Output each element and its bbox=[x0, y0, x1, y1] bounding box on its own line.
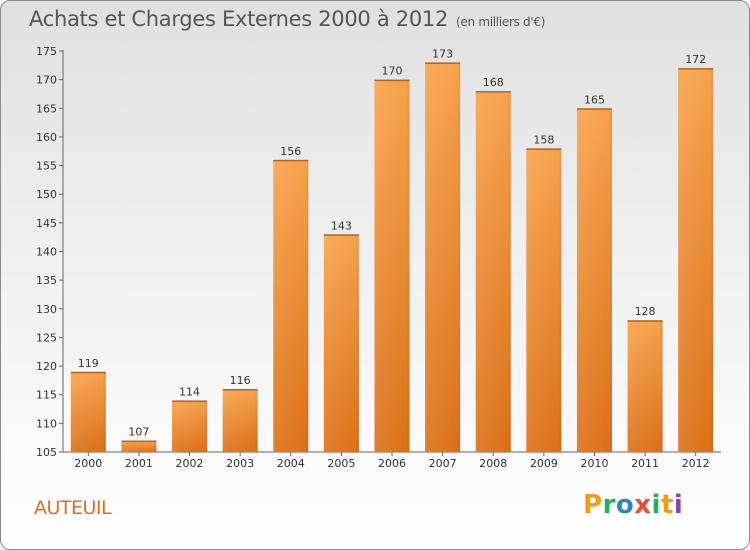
bar-top-edge bbox=[425, 62, 461, 64]
bar-top-edge bbox=[121, 440, 157, 443]
y-tick-label: 155 bbox=[36, 160, 57, 173]
bar-value-label: 172 bbox=[685, 53, 706, 66]
bar-top-edge bbox=[678, 68, 714, 70]
bar-value-label: 156 bbox=[280, 145, 301, 158]
y-tick-label: 110 bbox=[36, 417, 57, 430]
bar-value-label: 119 bbox=[78, 357, 99, 370]
bar-shading bbox=[576, 108, 612, 453]
bar-value-label: 116 bbox=[230, 374, 251, 387]
bar-shading bbox=[222, 388, 258, 452]
bar-top-edge bbox=[526, 148, 562, 150]
y-tick-label: 125 bbox=[36, 331, 57, 344]
bar-top-edge bbox=[222, 388, 258, 391]
x-tick-label: 2002 bbox=[176, 457, 204, 470]
bar-top-edge bbox=[323, 234, 359, 236]
bar-top-edge bbox=[374, 79, 410, 82]
logo-letter: t bbox=[660, 490, 674, 520]
x-tick-label: 2009 bbox=[530, 457, 558, 470]
proxiti-logo: Proxiti bbox=[583, 490, 683, 520]
x-tick-label: 2003 bbox=[226, 457, 254, 470]
x-tick-label: 2000 bbox=[74, 457, 102, 470]
bar-value-label: 173 bbox=[432, 47, 453, 60]
bar-top-edge bbox=[70, 371, 106, 374]
bar-shading bbox=[627, 320, 663, 452]
bar-value-label: 165 bbox=[584, 93, 605, 106]
y-tick-label: 105 bbox=[36, 446, 57, 459]
x-tick-label: 2007 bbox=[429, 457, 457, 470]
bar-shading bbox=[70, 371, 106, 452]
bar-top-edge bbox=[273, 159, 309, 162]
logo-letter: i bbox=[673, 490, 684, 520]
y-tick-label: 130 bbox=[36, 303, 57, 316]
bar-value-label: 158 bbox=[533, 133, 554, 146]
y-tick-label: 135 bbox=[36, 274, 57, 287]
bar-shading bbox=[678, 68, 714, 452]
x-tick-label: 2006 bbox=[378, 457, 406, 470]
bar-shading bbox=[425, 62, 461, 452]
bar-shading bbox=[121, 440, 157, 452]
bar-value-label: 114 bbox=[179, 385, 200, 398]
bar-shading bbox=[273, 159, 309, 453]
logo-letter: i bbox=[651, 490, 661, 520]
bar-value-label: 107 bbox=[128, 426, 149, 439]
logo-letter: r bbox=[602, 490, 616, 520]
logo-letter: o bbox=[615, 490, 635, 520]
x-tick-label: 2008 bbox=[479, 457, 507, 470]
y-tick-label: 145 bbox=[36, 217, 57, 230]
y-tick-label: 140 bbox=[36, 246, 57, 259]
y-tick-label: 160 bbox=[36, 131, 57, 144]
y-tick-label: 150 bbox=[36, 188, 57, 201]
city-name: AUTEUIL bbox=[34, 497, 112, 519]
y-tick-label: 170 bbox=[36, 74, 57, 87]
x-tick-label: 2011 bbox=[631, 457, 659, 470]
logo-letter: P bbox=[583, 490, 603, 520]
x-tick-label: 2001 bbox=[125, 457, 153, 470]
bar-top-edge bbox=[172, 400, 208, 402]
bar-value-label: 128 bbox=[635, 305, 656, 318]
y-tick-label: 115 bbox=[36, 389, 57, 402]
y-tick-label: 165 bbox=[36, 102, 57, 115]
bar-shading bbox=[526, 148, 562, 452]
bar-value-label: 168 bbox=[483, 76, 504, 89]
bar-value-label: 143 bbox=[331, 219, 352, 232]
unit-label: (en milliers d'€) bbox=[456, 15, 546, 29]
bar-top-edge bbox=[475, 91, 511, 93]
x-tick-label: 2012 bbox=[682, 457, 710, 470]
bar-shading bbox=[172, 400, 208, 452]
bar-value-label: 170 bbox=[382, 65, 403, 78]
bar-top-edge bbox=[627, 320, 663, 322]
title-text: Achats et Charges Externes 2000 à 2012 bbox=[29, 7, 449, 31]
bar-top-edge bbox=[576, 108, 612, 110]
bar-shading bbox=[475, 91, 511, 452]
y-tick-label: 175 bbox=[36, 45, 57, 58]
bar-shading bbox=[323, 234, 359, 452]
bar-shading bbox=[374, 79, 410, 453]
x-tick-label: 2004 bbox=[277, 457, 305, 470]
chart-title: Achats et Charges Externes 2000 à 2012 (e… bbox=[29, 7, 545, 31]
logo-letter: x bbox=[634, 490, 652, 520]
y-tick-label: 120 bbox=[36, 360, 57, 373]
x-tick-label: 2005 bbox=[327, 457, 355, 470]
x-tick-label: 2010 bbox=[580, 457, 608, 470]
